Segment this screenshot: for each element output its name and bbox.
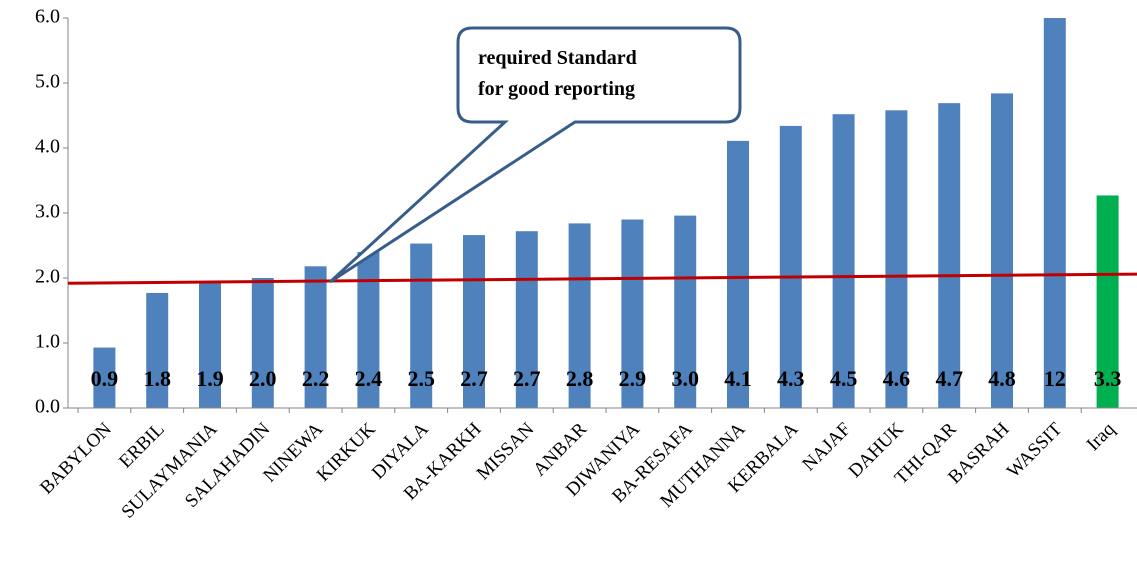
y-tick-label: 5.0 — [35, 71, 60, 93]
x-tick-label: WASSIT — [1003, 418, 1067, 482]
value-label: 2.7 — [460, 366, 488, 391]
bar — [304, 266, 327, 408]
bar — [568, 223, 591, 408]
annotation: required Standard — [478, 47, 637, 69]
value-label: 4.7 — [935, 366, 963, 391]
x-tick-label: KIRKUK — [313, 418, 380, 485]
value-label: 2.9 — [619, 366, 647, 391]
value-label: 12 — [1044, 366, 1066, 391]
bar — [410, 243, 433, 408]
bar — [621, 219, 644, 408]
x-tick-label: SULAYMANIA — [118, 418, 222, 522]
bar — [991, 93, 1013, 409]
value-label: 3.3 — [1094, 366, 1122, 391]
bar — [199, 282, 221, 408]
annotation: for good reporting — [478, 78, 635, 100]
value-label: 2.5 — [407, 366, 435, 391]
value-label: 4.5 — [830, 366, 858, 391]
bar — [251, 278, 274, 408]
y-tick-label: 2.0 — [35, 266, 60, 288]
bar — [93, 347, 116, 408]
y-tick-label: 6.0 — [35, 6, 60, 28]
y-tick-label: 1.0 — [35, 331, 60, 353]
value-label: 1.9 — [196, 366, 224, 391]
value-label: 2.4 — [355, 366, 383, 391]
reference-line — [67, 272, 1137, 285]
y-tick-label: 3.0 — [35, 201, 60, 223]
value-label: 2.0 — [249, 366, 277, 391]
x-tick-label: MISSAN — [473, 418, 539, 484]
value-label: 2.8 — [566, 366, 594, 391]
bar — [674, 215, 697, 408]
bar — [1043, 18, 1066, 408]
bar — [146, 292, 169, 408]
value-label: 4.8 — [988, 366, 1016, 391]
y-tick-label: 4.0 — [35, 136, 60, 158]
bar — [885, 110, 908, 409]
bar — [357, 252, 380, 408]
value-label: 2.2 — [302, 366, 330, 391]
bar — [1096, 195, 1119, 408]
y-tick-label: 0.0 — [35, 396, 60, 418]
bar — [938, 103, 961, 409]
x-tick-label: BABYLON — [36, 418, 116, 498]
bar — [515, 231, 538, 408]
value-label: 4.3 — [777, 366, 805, 391]
bar — [779, 125, 802, 409]
x-tick-label: Iraq — [1083, 418, 1120, 455]
callout — [328, 26, 742, 284]
value-label: 0.9 — [91, 366, 119, 391]
bar — [727, 140, 749, 408]
value-label: 4.6 — [883, 366, 911, 391]
value-label: 1.8 — [143, 366, 171, 391]
value-label: 3.0 — [671, 366, 699, 391]
bar — [832, 114, 855, 408]
value-label: 2.7 — [513, 366, 541, 391]
value-label: 4.1 — [724, 366, 752, 391]
